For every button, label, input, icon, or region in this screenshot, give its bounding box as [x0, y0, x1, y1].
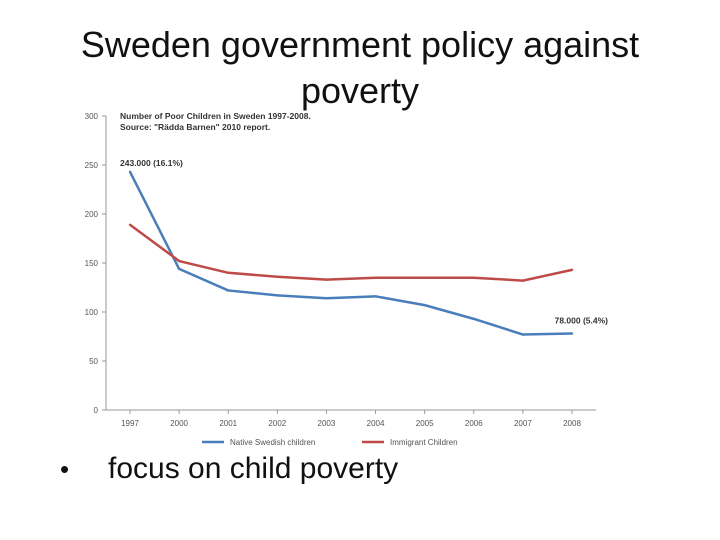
legend-label: Native Swedish children — [230, 438, 315, 447]
y-tick-label: 0 — [94, 406, 99, 415]
x-tick-label: 2004 — [367, 419, 385, 428]
x-tick-label: 2000 — [170, 419, 188, 428]
data-label: 243.000 (16.1%) — [120, 158, 183, 168]
x-tick-label: 2001 — [219, 419, 237, 428]
slide-title: Sweden government policy against poverty — [80, 24, 640, 111]
data-point — [423, 303, 426, 307]
y-tick-label: 250 — [85, 161, 99, 170]
data-point — [374, 276, 377, 279]
data-point — [177, 267, 181, 271]
y-tick-label: 50 — [89, 357, 98, 366]
data-label: 78.000 (5.4%) — [555, 316, 609, 326]
data-point — [570, 268, 574, 272]
data-point — [128, 223, 132, 226]
data-point — [227, 271, 230, 274]
x-tick-label: 2007 — [514, 419, 532, 428]
data-point — [276, 294, 279, 297]
series-line — [129, 223, 573, 282]
line-chart: 0 50 100 150 200 250 300 1997 2000 2001 2002 2003 20… — [85, 111, 609, 447]
data-point — [325, 278, 328, 281]
y-tick-label: 150 — [85, 259, 99, 268]
chart-container: 0 50 100 150 200 250 300 1997 2000 2001 2002 2003 20… — [62, 100, 622, 456]
data-point — [128, 170, 132, 174]
series-line — [128, 171, 573, 336]
x-tick-label: 2003 — [318, 419, 336, 428]
bullet-text: focus on child poverty — [108, 452, 399, 485]
data-point — [177, 259, 181, 263]
bullet-item: • focus on child poverty — [60, 452, 398, 486]
y-tick-label: 200 — [85, 210, 99, 219]
chart-title: Number of Poor Children in Sweden 1997-2… — [120, 111, 311, 121]
data-point — [325, 297, 328, 300]
data-point — [521, 279, 525, 282]
x-tick-label: 1997 — [121, 419, 139, 428]
legend-label: Immigrant Children — [390, 438, 458, 447]
y-tick-label: 100 — [85, 308, 99, 317]
x-tick-label: 2006 — [465, 419, 483, 428]
y-tick-label: 300 — [85, 112, 99, 121]
data-point — [472, 317, 475, 321]
data-point — [276, 275, 279, 278]
data-point — [423, 276, 426, 279]
x-tick-label: 2002 — [268, 419, 286, 428]
data-point — [374, 295, 377, 298]
data-point — [472, 276, 475, 279]
data-point — [570, 332, 574, 335]
data-point — [227, 289, 230, 292]
data-point — [521, 333, 525, 336]
x-tick-label: 2005 — [416, 419, 434, 428]
bullet-icon: • — [60, 454, 70, 484]
x-tick-label: 2008 — [563, 419, 581, 428]
chart-subtitle: Source: "Rädda Barnen" 2010 report. — [120, 122, 270, 132]
